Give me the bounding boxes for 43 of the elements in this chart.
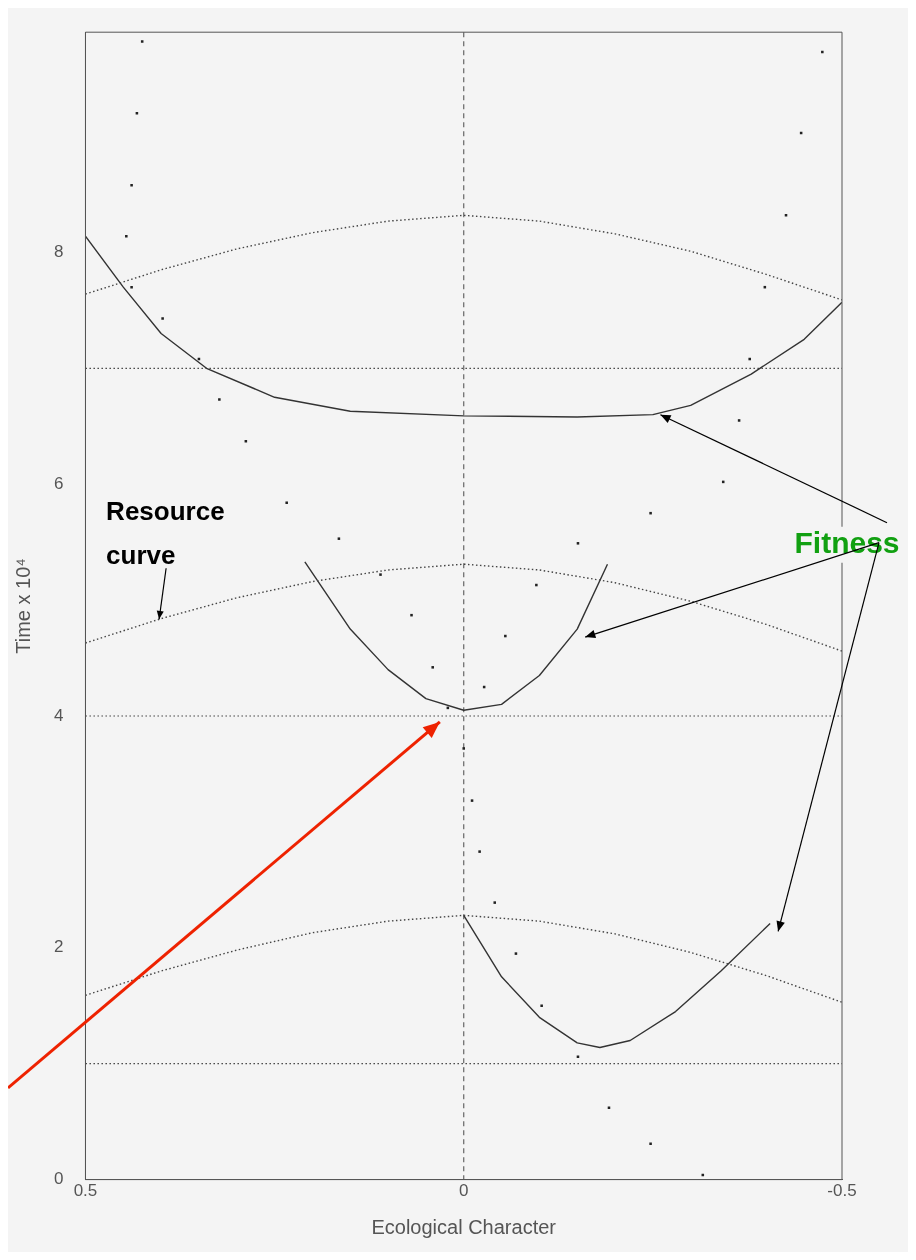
y-axis-title: Time x 10⁴ — [11, 558, 34, 654]
annotation: Fitness — [794, 525, 900, 559]
point — [540, 1004, 543, 1008]
point — [470, 799, 474, 802]
y-tick-label: 4 — [53, 705, 64, 725]
point — [493, 901, 497, 904]
point — [135, 112, 139, 115]
x-tick-label: -0.5 — [827, 1181, 857, 1201]
point — [821, 50, 824, 54]
x-tick-label: 0.5 — [73, 1181, 98, 1201]
point — [478, 850, 481, 853]
y-tick-label: 2 — [53, 937, 64, 957]
point — [379, 573, 382, 576]
y-tick-label: 6 — [53, 473, 64, 493]
x-axis-title: Ecological Character — [371, 1215, 557, 1238]
point — [514, 952, 518, 955]
annotation: Resource curve — [106, 496, 225, 571]
point — [737, 419, 741, 422]
point — [218, 398, 221, 401]
line-series — [85, 914, 842, 1003]
point — [130, 183, 133, 187]
line-series — [85, 214, 842, 301]
y-tick-label: 8 — [53, 242, 64, 262]
point — [576, 1055, 580, 1059]
x-tick-label: 0 — [458, 1181, 469, 1201]
point — [649, 511, 652, 515]
point — [576, 542, 580, 545]
point — [244, 440, 248, 443]
point — [125, 234, 128, 238]
point — [130, 285, 133, 289]
point — [410, 613, 413, 617]
point — [607, 1106, 611, 1110]
point — [748, 357, 751, 361]
point — [784, 214, 788, 217]
point — [161, 317, 164, 320]
point — [285, 501, 288, 505]
point — [337, 537, 341, 540]
point — [504, 634, 507, 638]
point — [462, 747, 465, 750]
point — [535, 583, 538, 587]
point — [431, 666, 434, 669]
point — [649, 1142, 652, 1145]
point — [140, 40, 144, 43]
